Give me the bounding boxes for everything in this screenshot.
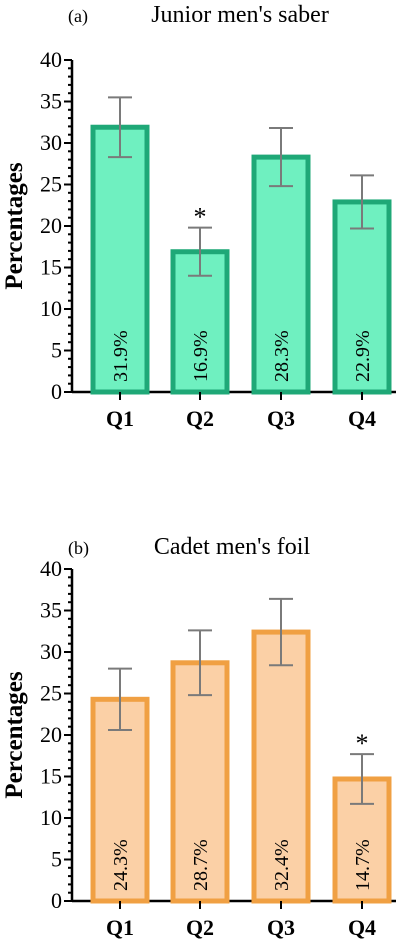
panel-b-title: Cadet men's foil	[154, 534, 311, 560]
panel-a-letter: (a)	[68, 6, 88, 27]
x-tick-label: Q2	[186, 406, 214, 431]
x-tick-label: Q3	[267, 406, 295, 431]
y-tick-label: 5	[51, 338, 62, 363]
y-tick-label: 0	[51, 379, 62, 404]
bar-value-label: 16.9%	[190, 330, 212, 382]
bar-value-label: 14.7%	[352, 839, 374, 891]
bar-value-label: 32.4%	[271, 839, 293, 891]
x-tick-label: Q3	[267, 915, 295, 940]
y-tick-label: 20	[40, 722, 62, 747]
x-tick-label: Q1	[106, 915, 134, 940]
y-tick-label: 25	[40, 681, 62, 706]
panel-a: (a) Junior men's saber Percentages 0 5 10 1…	[1, 2, 396, 431]
y-tick-label: 40	[40, 47, 62, 72]
y-tick-label: 10	[40, 296, 62, 321]
y-tick-label: 30	[40, 130, 62, 155]
y-tick-label: 15	[40, 764, 62, 789]
panel-a-title: Junior men's saber	[151, 2, 329, 28]
y-tick-label: 30	[40, 639, 62, 664]
bar-value-label: 28.7%	[190, 839, 212, 891]
y-tick-label: 10	[40, 805, 62, 830]
y-tick-label: 25	[40, 172, 62, 197]
x-tick-label: Q4	[348, 915, 376, 940]
x-tick-label: Q4	[348, 406, 376, 431]
y-tick-label: 35	[40, 89, 62, 114]
significance-marker: *	[194, 203, 207, 232]
panel-b-letter: (b)	[68, 538, 89, 559]
panel-b: (b) Cadet men's foil Percentages 0 5 10 15 2…	[1, 534, 396, 940]
x-tick-label: Q2	[186, 915, 214, 940]
y-tick-label: 5	[51, 847, 62, 872]
bar-value-label: 28.3%	[271, 330, 293, 382]
significance-marker: *	[356, 729, 369, 758]
panel-b-y-axis-label: Percentages	[1, 671, 28, 799]
y-tick-label: 35	[40, 598, 62, 623]
bar-value-label: 31.9%	[110, 330, 132, 382]
panel-a-y-axis-label: Percentages	[1, 162, 28, 290]
y-tick-label: 40	[40, 556, 62, 581]
bar-value-label: 24.3%	[110, 839, 132, 891]
bar-value-label: 22.9%	[352, 330, 374, 382]
y-tick-label: 20	[40, 213, 62, 238]
y-tick-label: 15	[40, 255, 62, 280]
x-tick-label: Q1	[106, 406, 134, 431]
y-tick-label: 0	[51, 888, 62, 913]
